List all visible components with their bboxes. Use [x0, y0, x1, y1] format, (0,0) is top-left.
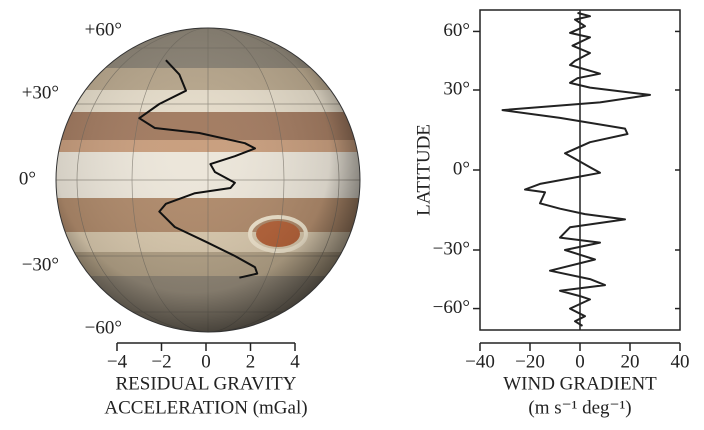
y-axis-title: LATITUDE — [413, 124, 434, 216]
x-tick-label: −2 — [151, 351, 171, 372]
x-tick-label: −20 — [515, 351, 545, 372]
jupiter-globe — [56, 28, 360, 332]
x-tick-label: 40 — [671, 351, 690, 372]
x-tick-label: 2 — [246, 351, 256, 372]
y-tick-label: 0° — [453, 158, 470, 179]
data-line — [501, 11, 651, 327]
globe-outline — [55, 27, 361, 333]
latitude-label: +60° — [85, 19, 122, 40]
latitude-label: +30° — [22, 82, 59, 103]
x-tick-label: 0 — [201, 351, 211, 372]
x-tick-label: 20 — [621, 351, 640, 372]
x-tick-label: 0 — [575, 351, 585, 372]
y-tick-label: −60° — [433, 297, 470, 318]
y-tick-label: −30° — [433, 238, 470, 259]
x-axis-title: ACCELERATION (mGal) — [104, 397, 307, 418]
x-axis-title: (m s⁻¹ deg⁻¹) — [528, 397, 631, 418]
latitude-label: −30° — [22, 254, 59, 275]
latitude-label: −60° — [85, 317, 122, 338]
latitude-label: 0° — [19, 168, 36, 189]
x-tick-label: −4 — [107, 351, 128, 372]
y-tick-label: 60° — [443, 20, 470, 41]
x-tick-label: −40 — [465, 351, 495, 372]
x-axis-title: WIND GRADIENT — [503, 373, 657, 394]
y-tick-label: 30° — [443, 78, 470, 99]
x-tick-label: 4 — [290, 351, 300, 372]
x-axis-title: RESIDUAL GRAVITY — [115, 373, 296, 394]
data-line — [138, 59, 259, 279]
